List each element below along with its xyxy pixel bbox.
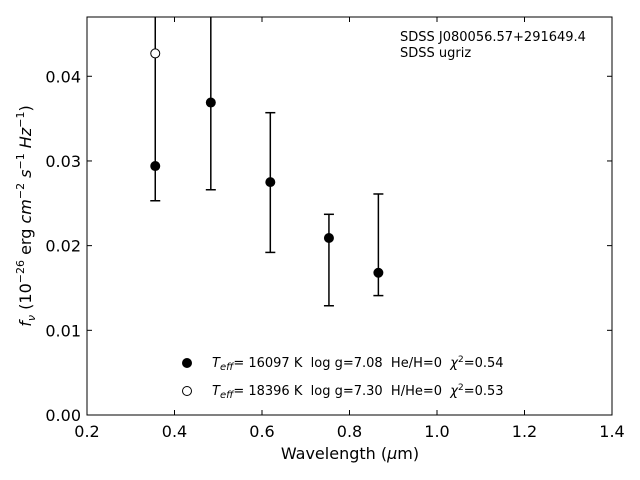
x-tick-label: 0.2 [74,422,99,441]
data-point-filled [265,177,276,188]
x-tick-label: 0.8 [337,422,362,441]
y-tick-label: 0.04 [45,67,81,86]
data-point-filled [373,267,384,278]
data-point-filled [323,233,334,244]
y-tick-label: 0.02 [45,237,81,256]
x-tick-label: 1.4 [599,422,624,441]
annotation-survey: SDSS ugriz [400,46,471,61]
x-tick-label: 0.4 [162,422,187,441]
data-point-open [150,48,161,59]
legend-entry-2: Teff= 18396 K log g=7.30 H/He=0 χ2=0.53 [212,383,504,401]
data-point-filled [205,97,216,108]
legend: Teff= 16097 K log g=7.08 He/H=0 χ2=0.54 … [182,355,504,401]
x-tick-label: 1.2 [512,422,537,441]
y-axis-title: fν (10−26 erg cm−2 s−1 Hz−1) [14,105,38,326]
data-point-filled [150,161,161,172]
y-tick-label: 0.03 [45,152,81,171]
plot-area [86,16,613,416]
data-points [150,48,384,278]
x-tick-label: 0.6 [249,422,274,441]
y-tick-label: 0.01 [45,321,81,340]
annotation-object-name: SDSS J080056.57+291649.4 [400,30,586,45]
x-axis-title: Wavelength (μm) [281,444,419,463]
legend-marker-filled [182,358,192,368]
legend-marker-open [182,386,192,396]
x-tick-label: 1.0 [424,422,449,441]
legend-entry-1: Teff= 16097 K log g=7.08 He/H=0 χ2=0.54 [212,355,504,373]
y-tick-label: 0.00 [45,406,81,425]
y-ticks: 0.00 0.01 0.02 0.03 0.04 [45,67,612,425]
x-ticks: 0.2 0.4 0.6 0.8 1.0 1.2 1.4 [74,17,625,441]
